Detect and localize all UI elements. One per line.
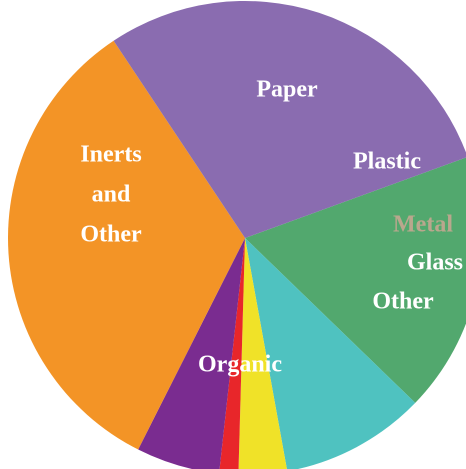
pie-label-line: and bbox=[92, 182, 131, 208]
pie-label-inerts-and-other: Inerts and Other bbox=[80, 142, 142, 248]
pie-label-metal: Metal bbox=[393, 212, 453, 238]
pie-slices bbox=[8, 0, 466, 469]
pie-label-organic: Organic bbox=[198, 352, 282, 378]
pie-slice-metal bbox=[238, 238, 287, 469]
pie-labels: Paper Plastic Metal Glass Other Organic Inerts… bbox=[80, 77, 463, 378]
pie-label-paper: Paper bbox=[256, 77, 318, 103]
pie-label-line: Other bbox=[372, 289, 434, 315]
pie-label-glass: Glass bbox=[407, 250, 463, 276]
pie-slice-inerts-and-other bbox=[113, 0, 466, 238]
pie-label-line: Glass bbox=[407, 250, 463, 276]
pie-slice-glass bbox=[219, 238, 245, 469]
pie-label-line: Metal bbox=[393, 212, 453, 238]
pie-label-line: Inerts bbox=[80, 142, 141, 168]
pie-label-plastic: Plastic bbox=[353, 149, 421, 175]
pie-slice-plastic bbox=[245, 238, 416, 469]
pie-label-line: Other bbox=[80, 222, 142, 248]
pie-label-line: Paper bbox=[256, 77, 318, 103]
pie-slice-other bbox=[138, 238, 245, 469]
pie-slice-organic bbox=[8, 40, 245, 450]
pie-slice-paper bbox=[245, 157, 466, 403]
pie-label-line: Plastic bbox=[353, 149, 421, 175]
pie-label-other: Other bbox=[372, 289, 434, 315]
pie-label-line: Organic bbox=[198, 352, 282, 378]
